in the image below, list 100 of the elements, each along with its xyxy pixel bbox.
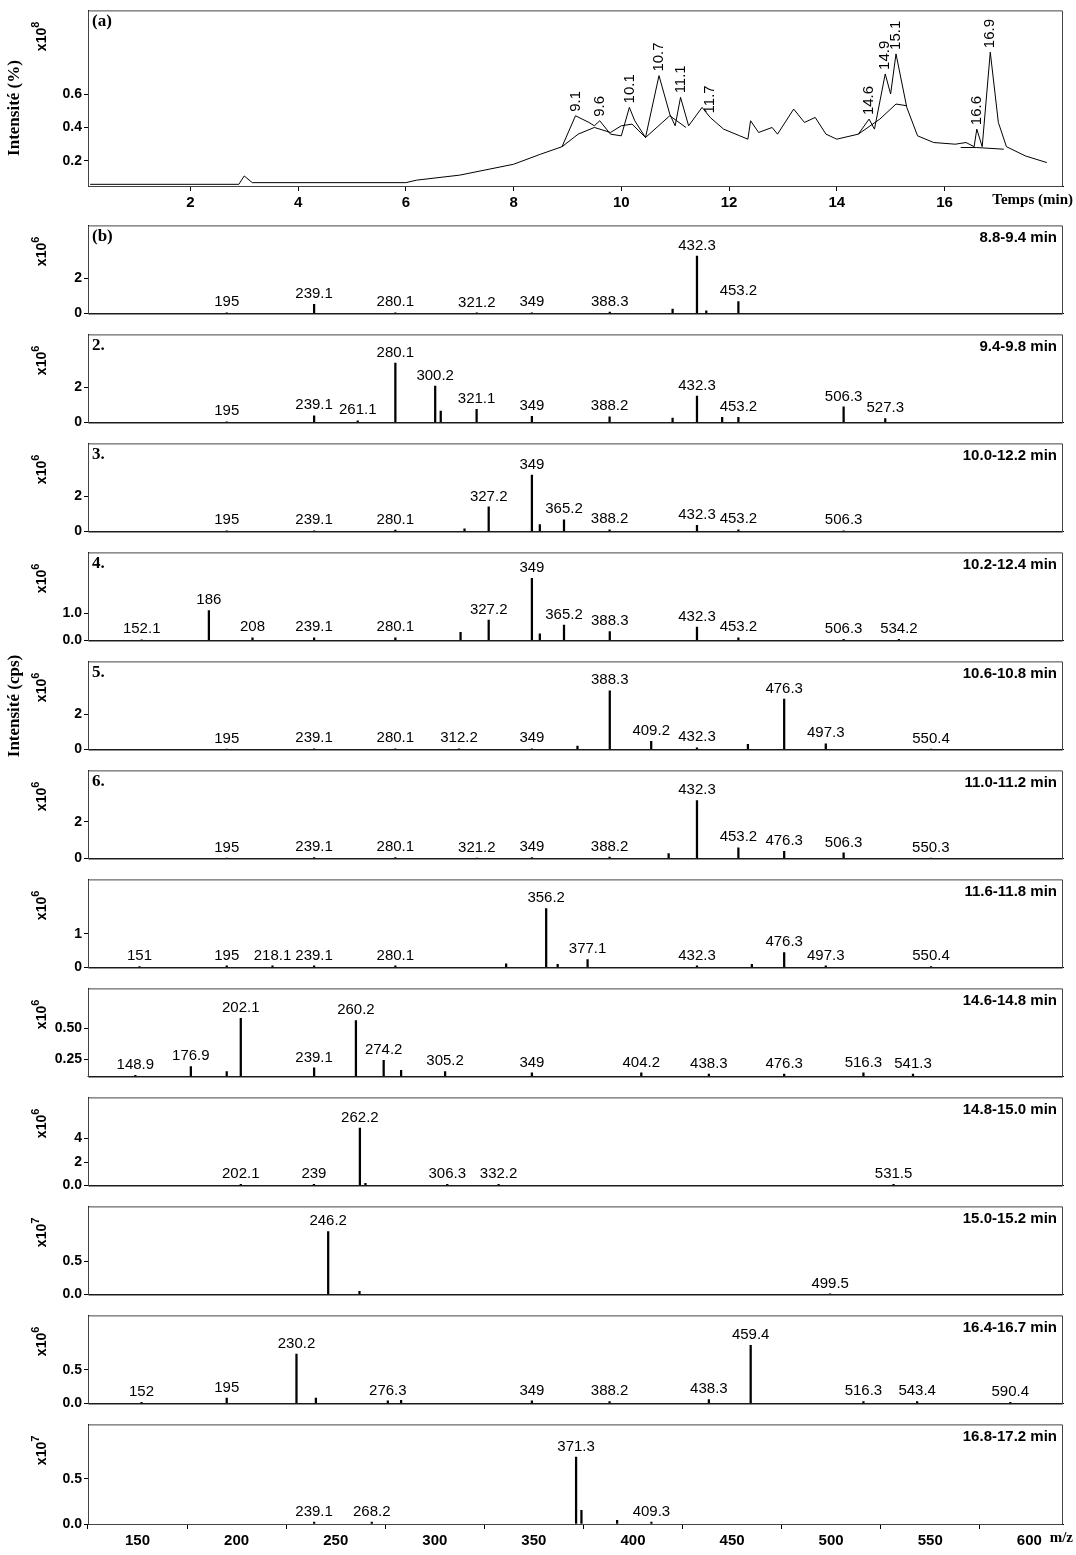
y-tick-label: 0.0: [62, 631, 83, 648]
text: x106: [29, 890, 49, 921]
annotation: 476.3: [765, 830, 803, 848]
y-tick-label: 2: [74, 269, 83, 286]
text: x106: [29, 1326, 49, 1357]
annotation: 377.1: [568, 939, 607, 957]
annotation: 280.1: [376, 292, 415, 310]
annotation: 476.3: [765, 1053, 803, 1071]
annotation: 388.2: [590, 1381, 629, 1399]
annotation: 327.2: [469, 486, 508, 504]
annotation: 499.5: [811, 1273, 849, 1291]
annotation: 349: [519, 728, 545, 746]
annotation: 388.2: [590, 509, 629, 527]
annotation: 432.3: [678, 945, 716, 963]
annotation: 516.3: [844, 1052, 883, 1070]
y-tick-label: 0: [74, 413, 83, 430]
x-tick-label: 500: [818, 1531, 844, 1549]
annotation: 195: [214, 728, 240, 746]
annotation: 202.1: [222, 997, 260, 1015]
y-tick-label: 0: [74, 304, 83, 321]
annotation: 432.3: [678, 727, 716, 745]
chart-subtitle: 10.0-12.2 min: [962, 446, 1057, 464]
annotation: 388.2: [590, 396, 629, 414]
x-tick-label: 16: [936, 193, 953, 211]
text: x106: [29, 999, 49, 1030]
x-tick-label: 4: [293, 193, 303, 211]
annotation: 195: [214, 945, 240, 963]
y-tick-label: 2: [74, 705, 83, 722]
annotation: 531.5: [874, 1164, 913, 1182]
text: x106: [29, 454, 49, 485]
annotation: 453.2: [719, 281, 758, 299]
annotation: 438.3: [690, 1053, 728, 1071]
y-tick-label: 0.50: [54, 1019, 83, 1036]
annotation: 506.3: [824, 618, 863, 636]
text: x107: [29, 1435, 49, 1466]
annotation: 280.1: [376, 342, 415, 360]
annotation: 9.1: [565, 90, 583, 112]
x-axis-title: m/z: [1049, 1529, 1074, 1546]
x-tick-label: 2: [186, 193, 195, 211]
annotation: 356.2: [527, 888, 565, 906]
annotation: 152: [128, 1381, 155, 1399]
annotation: 280.1: [376, 617, 415, 635]
annotation: 300.2: [416, 365, 454, 383]
annotation: 349: [519, 837, 545, 855]
text: x106: [29, 1108, 49, 1139]
annotation: 261.1: [338, 400, 377, 418]
chart-subtitle: 11.0-11.2 min: [964, 773, 1057, 791]
annotation: 280.1: [376, 945, 415, 963]
annotation: 388.3: [591, 291, 629, 309]
y-tick-label: 0.0: [62, 1285, 83, 1302]
annotation: 268.2: [353, 1501, 391, 1519]
annotation: 239.1: [295, 1047, 333, 1065]
y-axis-title: Intensité (cps): [4, 654, 24, 757]
annotation: 321.2: [458, 837, 496, 855]
annotation: 332.2: [479, 1164, 518, 1182]
text: x106: [29, 236, 49, 267]
annotation: 516.3: [844, 1381, 883, 1399]
chart-subtitle: 16.8-17.2 min: [962, 1427, 1057, 1445]
annotation: 432.3: [678, 375, 716, 393]
annotation: 476.3: [765, 932, 803, 950]
y-tick-label: 4: [74, 1129, 83, 1146]
x-tick-label: 550: [917, 1531, 943, 1549]
annotation: 321.2: [458, 292, 496, 310]
annotation: 409.2: [632, 720, 670, 738]
x-tick-label: 12: [720, 193, 738, 211]
y-tick-label: 0.25: [54, 1050, 83, 1067]
annotation: 306.3: [428, 1164, 467, 1182]
annotation: 327.2: [469, 599, 508, 617]
annotation: 432.3: [678, 606, 716, 624]
annotation: 497.3: [807, 945, 845, 963]
annotation: 176.9: [172, 1046, 210, 1064]
annotation: 453.2: [719, 617, 758, 635]
y-tick-label: 0.5: [62, 1252, 83, 1269]
annotation: 239.1: [295, 510, 333, 528]
annotation: 262.2: [341, 1107, 379, 1125]
annotation: 506.3: [824, 510, 863, 528]
annotation: 208: [239, 617, 265, 635]
annotation: 276.3: [369, 1380, 407, 1398]
annotation: 541.3: [894, 1053, 932, 1071]
annotation: 239.1: [295, 1501, 333, 1519]
annotation: 365.2: [545, 499, 583, 517]
annotation: 11.7: [700, 85, 718, 114]
x-tick-label: 10: [612, 193, 630, 211]
y-tick-label: 0: [74, 522, 83, 539]
y-tick-label: 0: [74, 740, 83, 757]
chart-title: (a): [92, 11, 112, 31]
x-tick-label: 300: [422, 1531, 448, 1549]
annotation: 10.7: [649, 42, 667, 72]
annotation: 543.4: [898, 1381, 936, 1399]
annotation: 550.3: [912, 837, 950, 855]
y-tick-label: 0: [74, 958, 83, 975]
text: x106: [29, 345, 49, 376]
y-tick-label: 0: [74, 849, 83, 866]
x-tick-label: 200: [224, 1531, 250, 1549]
x-tick-label: 250: [323, 1531, 349, 1549]
annotation: 321.1: [457, 389, 496, 407]
annotation: 534.2: [880, 618, 918, 636]
y-tick-label: 0.5: [62, 1360, 83, 1377]
annotation: 230.2: [277, 1333, 316, 1351]
chart-subtitle: 10.6-10.8 min: [962, 664, 1057, 682]
